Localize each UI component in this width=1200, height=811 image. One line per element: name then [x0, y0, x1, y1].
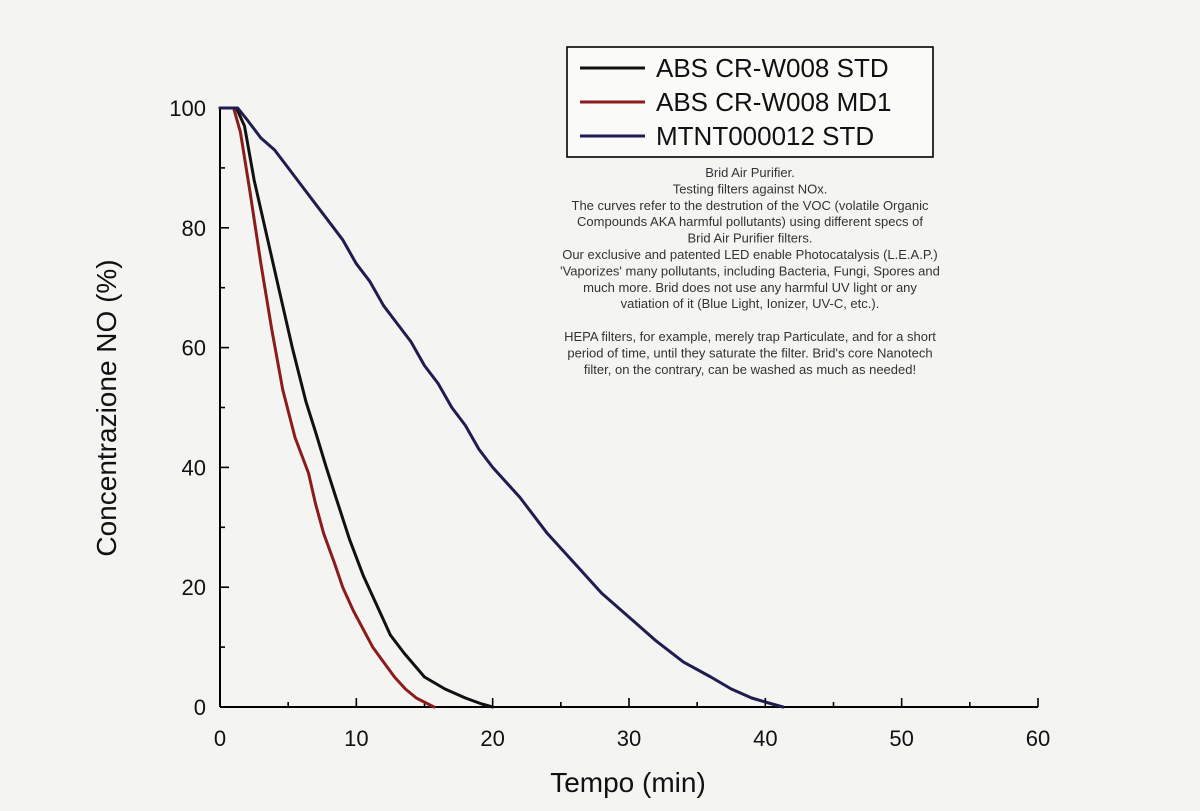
x-tick-label: 10: [344, 726, 368, 751]
x-tick-label: 30: [617, 726, 641, 751]
annotation-line: Our exclusive and patented LED enable Ph…: [562, 247, 938, 262]
x-tick-label: 20: [480, 726, 504, 751]
annotation-text: Brid Air Purifier.Testing filters agains…: [560, 165, 940, 377]
y-tick-label: 20: [182, 575, 206, 600]
x-tick-label: 0: [214, 726, 226, 751]
annotation-line: much more. Brid does not use any harmful…: [583, 280, 917, 295]
annotation-line: 'Vaporizes' many pollutants, including B…: [560, 263, 940, 278]
legend-label-1: ABS CR-W008 STD: [656, 53, 889, 83]
series-line-3: [218, 106, 785, 709]
annotation-line: period of time, until they saturate the …: [567, 345, 932, 360]
y-tick-label: 0: [194, 695, 206, 720]
series-line-1: [218, 106, 495, 709]
annotation-line: Brid Air Purifier filters.: [688, 231, 813, 246]
legend: ABS CR-W008 STD ABS CR-W008 MD1 MTNT000012…: [566, 46, 934, 158]
y-tick-label: 100: [169, 96, 206, 121]
legend-label-2: ABS CR-W008 MD1: [656, 87, 892, 117]
y-tick-label: 60: [182, 336, 206, 361]
x-tick-label: 40: [753, 726, 777, 751]
x-tick-label: 60: [1026, 726, 1050, 751]
x-axis-title: Tempo (min): [550, 767, 706, 798]
x-tick-label: 50: [889, 726, 913, 751]
annotation-line: The curves refer to the destrution of th…: [572, 198, 929, 213]
y-tick-label: 40: [182, 455, 206, 480]
y-tick-label: 80: [182, 216, 206, 241]
annotation-line: Testing filters against NOx.: [673, 181, 828, 196]
legend-label-3: MTNT000012 STD: [656, 121, 874, 151]
series-line-2: [218, 106, 436, 709]
annotation-line: filter, on the contrary, can be washed a…: [584, 362, 916, 377]
series-lines: [218, 106, 785, 709]
annotation-line: vatiation of it (Blue Light, Ionizer, UV…: [621, 296, 880, 311]
axis-ticks: 0 10 20 30 40 50 60 0 20 40 60 80 100: [169, 96, 1050, 751]
annotation-line: Brid Air Purifier.: [705, 165, 795, 180]
y-axis-title: Concentrazione NO (%): [91, 259, 122, 556]
annotation-line: HEPA filters, for example, merely trap P…: [564, 329, 936, 344]
annotation-line: Compounds AKA harmful pollutants) using …: [577, 214, 923, 229]
